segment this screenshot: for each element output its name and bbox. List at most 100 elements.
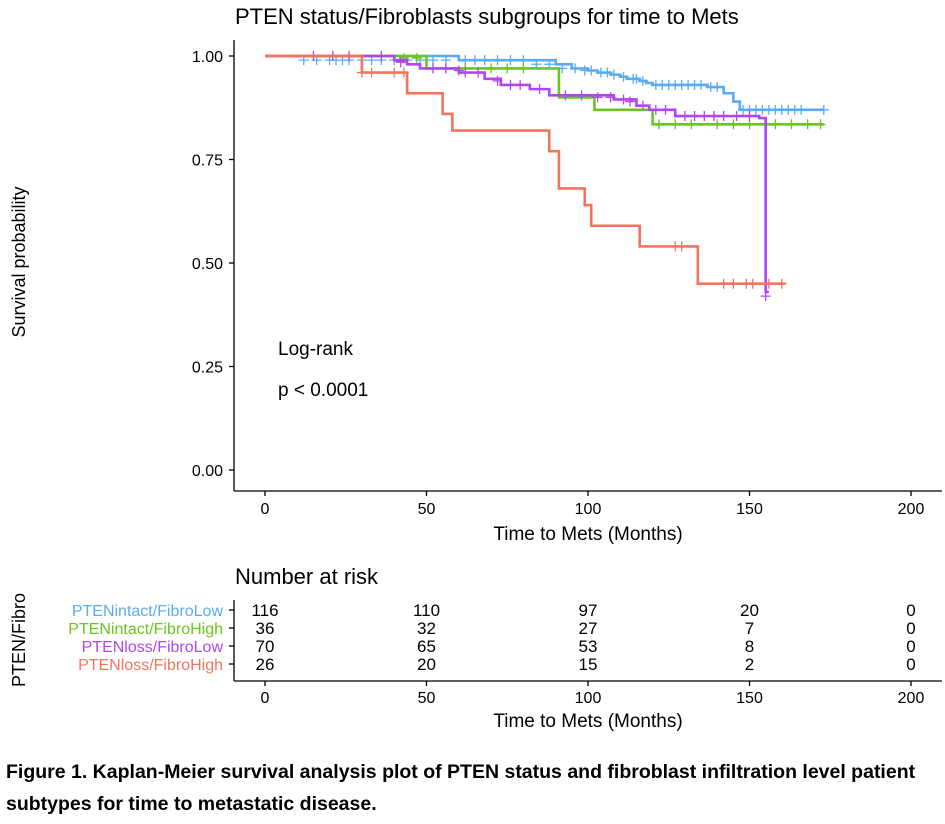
x-tick-label: 0 [261,501,270,518]
censor-mark-ptenloss-fibrolow [492,75,503,86]
censor-mark-ptenloss-fibrolow [699,111,710,122]
risk-count: 8 [745,637,754,656]
censor-mark-ptenloss-fibrolow [592,92,603,103]
censor-mark-ptenloss-fibrolow [679,111,690,122]
censor-mark-ptenloss-fibrolow [731,111,742,122]
risk-count: 0 [906,619,915,638]
x-axis-ticks: 0 50 100 150 200 [261,491,925,518]
x-tick-label: 50 [418,501,436,518]
risk-count: 0 [906,637,915,656]
risk-row-label: PTENloss/FibroLow [82,639,224,656]
y-tick-label: 0.75 [192,153,223,170]
censor-mark-ptenloss-fibrolow [473,67,484,78]
chart-title: PTEN status/Fibroblasts subgroups for ti… [235,4,739,29]
censor-mark-ptenloss-fibrolow [718,111,729,122]
logrank-label: Log-rank [278,339,353,360]
risk-count: 26 [256,655,275,674]
censor-mark-ptenintact-fibrolow [696,79,707,90]
censor-mark-ptenintact-fibrolow [618,71,629,82]
censor-mark-ptenloss-fibrolow [427,63,438,74]
censor-mark-ptenintact-fibrohigh [712,119,723,130]
censor-mark-ptenloss-fibrohigh [398,67,409,78]
risk-count: 7 [745,619,754,638]
censor-mark-ptenloss-fibrohigh [747,278,758,289]
risk-row-label: PTENintact/FibroLow [72,603,224,620]
risk-count: 53 [579,637,598,656]
risk-x-tick-label: 150 [736,690,763,707]
censor-mark-ptenloss-fibrolow [376,51,387,61]
censor-mark-ptenintact-fibrolow [608,69,619,80]
censor-mark-ptenloss-fibrolow [637,100,648,111]
censor-mark-ptenloss-fibrohigh [389,67,400,78]
censor-mark-ptenintact-fibrohigh [686,119,697,130]
censor-mark-ptenloss-fibrolow [660,104,671,115]
censor-mark-ptenloss-fibrolow [534,84,545,95]
censor-mark-ptenintact-fibrohigh [728,119,739,130]
x-tick-label: 100 [575,501,602,518]
y-tick-label: 1.00 [192,49,223,66]
risk-count: 32 [417,619,436,638]
censor-mark-ptenintact-fibrolow [570,63,581,74]
risk-x-tick-label: 200 [898,690,925,707]
censor-mark-ptenloss-fibrolow [650,104,661,115]
censor-mark-ptenloss-fibrohigh [728,278,739,289]
censor-mark-ptenintact-fibrolow [631,73,642,84]
censor-mark-ptenloss-fibrolow [453,65,464,76]
censor-mark-ptenintact-fibrolow [469,55,480,66]
censor-mark-ptenintact-fibrolow [796,104,807,115]
survival-curve-ptenloss-fibrolow [265,54,769,294]
survival-curves [265,51,829,302]
censor-mark-ptenintact-fibrolow [818,104,829,115]
risk-x-axis-ticks: 0 50 100 150 200 [261,681,925,707]
censor-mark-ptenloss-fibrolow [460,67,471,78]
figure-caption: Figure 1. Kaplan-Meier survival analysis… [6,761,916,815]
censor-mark-ptenintact-fibrolow [637,75,648,86]
x-tick-label: 150 [736,501,763,518]
risk-count: 0 [906,655,915,674]
censor-mark-ptenintact-fibrohigh [786,119,797,130]
censor-mark-ptenintact-fibrohigh [770,119,781,130]
risk-x-axis-label: Time to Mets (Months) [493,711,682,732]
censor-mark-ptenintact-fibrolow [712,82,723,93]
censor-mark-ptenintact-fibrohigh [486,63,497,74]
risk-table-rows: PTENintact/FibroLow 116 110 97 20 0PTENintact… [68,601,915,674]
censor-mark-ptenloss-fibrolow [744,111,755,122]
risk-count: 36 [256,619,275,638]
censor-mark-ptenloss-fibrolow [576,90,587,101]
risk-count: 2 [745,655,754,674]
risk-row-label: PTENloss/FibroHigh [78,657,223,674]
censor-mark-ptenloss-fibrolow [395,57,406,68]
risk-x-tick-label: 100 [575,690,602,707]
censor-mark-ptenloss-fibrolow [689,111,700,122]
risk-count: 20 [417,655,436,674]
risk-x-tick-label: 50 [418,690,436,707]
x-axis-label: Time to Mets (Months) [493,524,682,545]
censor-mark-ptenintact-fibrolow [505,55,516,66]
risk-table-strata-label: PTEN/Fibro [9,593,29,687]
risk-count: 116 [251,601,278,620]
censor-mark-ptenloss-fibrohigh [776,278,787,289]
censor-mark-ptenloss-fibrolow [760,291,771,302]
censor-mark-ptenintact-fibrohigh [411,53,422,64]
censor-mark-ptenloss-fibrolow [560,90,571,101]
censor-mark-ptenloss-fibrolow [708,111,719,122]
risk-count: 97 [579,601,598,620]
censor-mark-ptenintact-fibrolow [602,67,613,78]
y-tick-label: 0.25 [192,360,223,377]
survival-curve-ptenloss-fibrohigh [265,54,786,285]
censor-mark-ptenloss-fibrolow [505,79,516,90]
x-tick-label: 200 [898,501,925,518]
risk-count: 0 [906,601,915,620]
risk-count: 110 [413,601,440,620]
risk-count: 20 [740,601,759,620]
censor-mark-ptenloss-fibrohigh [718,278,729,289]
risk-table-title: Number at risk [235,564,379,589]
survival-curve-ptenintact-fibrolow [265,54,824,112]
y-tick-label: 0.00 [192,463,223,480]
risk-row-label: PTENintact/FibroHigh [68,621,223,638]
censor-mark-ptenloss-fibrolow [440,63,451,74]
censor-mark-ptenintact-fibrolow [492,55,503,66]
censor-mark-ptenintact-fibrohigh [815,119,826,130]
y-axis-label: Survival probability [9,186,29,337]
censor-mark-ptenloss-fibrohigh [676,241,687,252]
